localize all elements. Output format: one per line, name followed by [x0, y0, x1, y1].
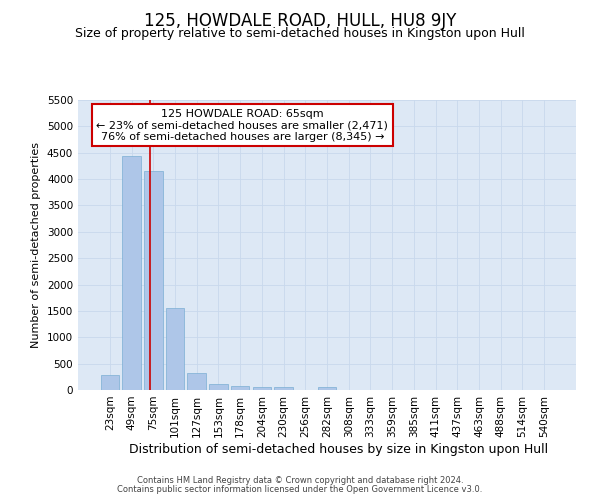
Text: Contains public sector information licensed under the Open Government Licence v3: Contains public sector information licen…: [118, 485, 482, 494]
Bar: [122, 156, 141, 390]
Text: 125 HOWDALE ROAD: 65sqm
← 23% of semi-detached houses are smaller (2,471)
76% of: 125 HOWDALE ROAD: 65sqm ← 23% of semi-de…: [97, 108, 388, 142]
Text: Distribution of semi-detached houses by size in Kingston upon Hull: Distribution of semi-detached houses by …: [130, 442, 548, 456]
Text: Size of property relative to semi-detached houses in Kingston upon Hull: Size of property relative to semi-detach…: [75, 28, 525, 40]
Bar: [166, 308, 184, 390]
Text: Contains HM Land Registry data © Crown copyright and database right 2024.: Contains HM Land Registry data © Crown c…: [137, 476, 463, 485]
Y-axis label: Number of semi-detached properties: Number of semi-detached properties: [31, 142, 41, 348]
Bar: [144, 170, 163, 390]
Text: 125, HOWDALE ROAD, HULL, HU8 9JY: 125, HOWDALE ROAD, HULL, HU8 9JY: [144, 12, 456, 30]
Bar: [101, 375, 119, 390]
Bar: [274, 387, 293, 390]
Bar: [187, 373, 206, 390]
Bar: [231, 386, 250, 390]
Bar: [253, 387, 271, 390]
Bar: [209, 384, 227, 390]
Bar: [318, 387, 336, 390]
